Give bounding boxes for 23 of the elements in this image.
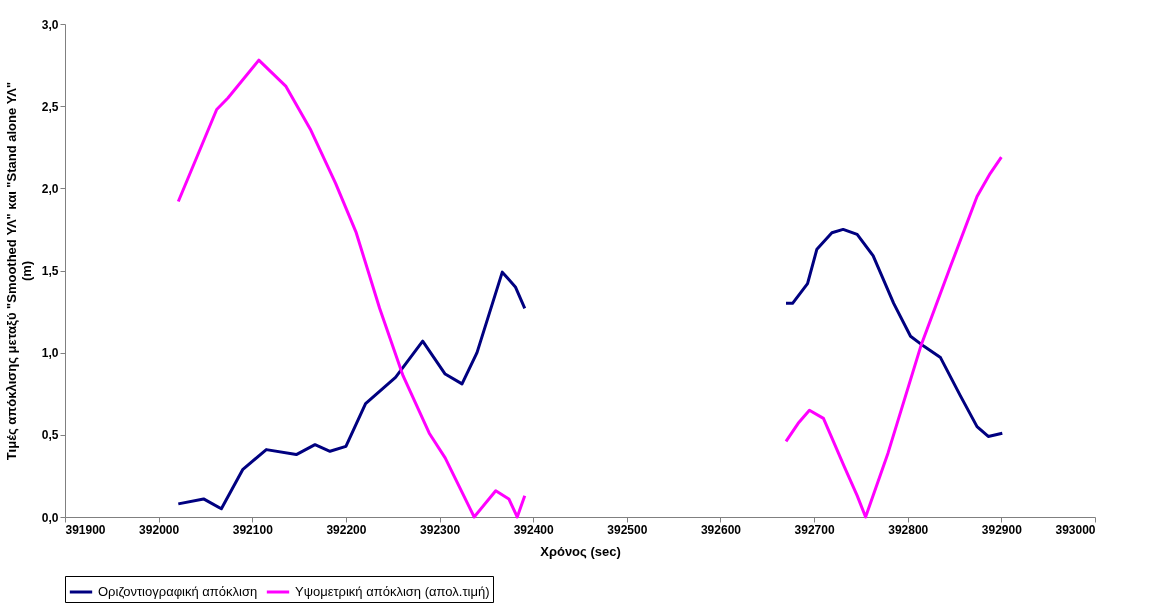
y-tick-label: 2,5 xyxy=(41,99,59,114)
x-tick-label: 393000 xyxy=(1055,522,1096,537)
legend-label: Υψομετρική απόκλιση (απολ.τιμή) xyxy=(295,584,490,599)
x-tick-label: 392800 xyxy=(888,522,929,537)
x-axis-title: Χρόνος (sec) xyxy=(540,543,621,559)
x-tick-label: 392300 xyxy=(420,522,461,537)
x-tick-label: 392500 xyxy=(607,522,648,537)
x-tick-label: 392600 xyxy=(700,522,742,537)
y-axis-title: Τιμές απόκλισης μεταξύ "Smoothed ΥΛ" και "Stand alone ΥΛ" (m) xyxy=(3,81,34,461)
y-tick-label: 2,0 xyxy=(41,181,59,196)
y-tick-label: 1,0 xyxy=(41,346,59,361)
x-tick-label: 392400 xyxy=(513,522,555,537)
x-tick-label: 392100 xyxy=(232,522,274,537)
x-tick-label: 392900 xyxy=(981,522,1023,537)
y-tick-label: 3,0 xyxy=(41,17,59,32)
y-tick-label: 0,5 xyxy=(41,428,59,443)
legend-label: Οριζοντιογραφική απόκλιση xyxy=(98,584,258,599)
x-tick-label: 391900 xyxy=(65,522,106,537)
y-tick-label: 0,0 xyxy=(41,510,59,525)
x-tick-label: 392700 xyxy=(794,522,835,537)
x-tick-label: 392000 xyxy=(139,522,180,537)
x-tick-label: 392200 xyxy=(326,522,367,537)
y-tick-label: 1,5 xyxy=(41,264,59,278)
